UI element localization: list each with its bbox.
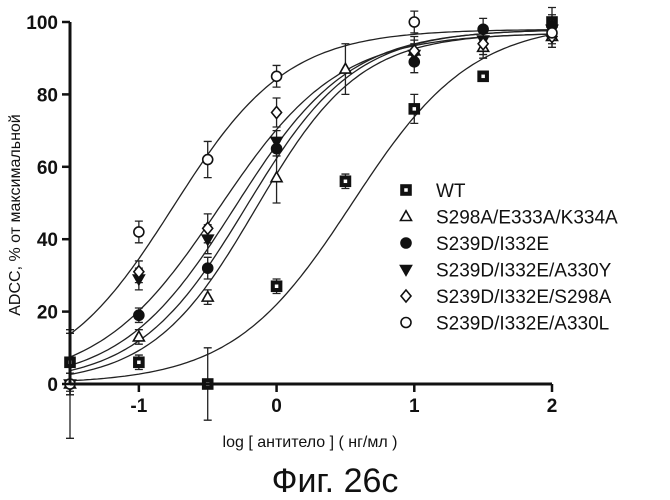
legend-marker	[400, 237, 412, 249]
data-point	[133, 309, 145, 322]
data-point	[477, 36, 490, 51]
legend-label: S298A/E333A/K334A	[436, 208, 618, 229]
data-point	[269, 170, 284, 183]
x-tick-label: -1	[130, 396, 147, 417]
y-tick-label: 80	[37, 85, 58, 106]
data-point-center	[137, 360, 141, 365]
y-tick-label: 20	[37, 303, 58, 324]
legend: WT S298A/E333A/K334A S239D/I332E S239D/I332…	[399, 181, 618, 335]
fit-curves	[69, 29, 553, 382]
fit-curve	[69, 29, 553, 367]
data-point	[477, 23, 489, 36]
y-axis-title: ADCC, % от максимальной	[7, 114, 24, 315]
data-point-center	[412, 107, 417, 111]
y-tick-label: 100	[26, 13, 58, 34]
x-tick-label: 1	[409, 396, 420, 417]
data-point	[270, 70, 283, 83]
legend-label: S239D/I332E	[436, 234, 549, 255]
data-point	[408, 43, 421, 59]
y-tick-label: 60	[37, 158, 58, 179]
data-point-center	[481, 74, 485, 79]
legend-label: WT	[436, 181, 466, 202]
fit-curve	[69, 33, 553, 382]
data-point	[408, 16, 421, 28]
legend-label: S239D/I332E/A330Y	[436, 261, 612, 282]
data-point	[132, 264, 145, 280]
legend-marker	[399, 209, 413, 222]
data-point	[200, 289, 215, 302]
data-point-center	[274, 284, 279, 289]
data-point	[131, 329, 146, 342]
y-tick-label: 0	[47, 375, 58, 396]
legend-label: S239D/I332E/S298A	[436, 287, 612, 308]
legend-marker	[400, 316, 412, 329]
data-point	[201, 153, 214, 166]
data-point-center	[343, 179, 348, 184]
legend-marker-center	[404, 188, 408, 192]
legend-label: S239D/I332E/A330L	[436, 314, 609, 335]
data-point	[269, 136, 284, 149]
data-point	[201, 262, 214, 274]
x-axis-title: log [ антитело ] ( нг/мл )	[223, 434, 398, 451]
figure-caption: Фиг. 26с	[272, 462, 399, 500]
data-point	[133, 226, 145, 238]
data-point	[546, 27, 558, 39]
data-point	[270, 105, 283, 120]
fit-curve	[69, 29, 552, 335]
x-tick-label: 0	[271, 396, 282, 417]
legend-marker	[399, 288, 413, 304]
x-tick-label: 2	[547, 396, 558, 417]
legend-marker	[399, 264, 413, 277]
data-point	[201, 221, 214, 236]
y-tick-label: 40	[37, 230, 58, 251]
data-point	[338, 61, 353, 74]
fit-curve	[69, 33, 553, 358]
